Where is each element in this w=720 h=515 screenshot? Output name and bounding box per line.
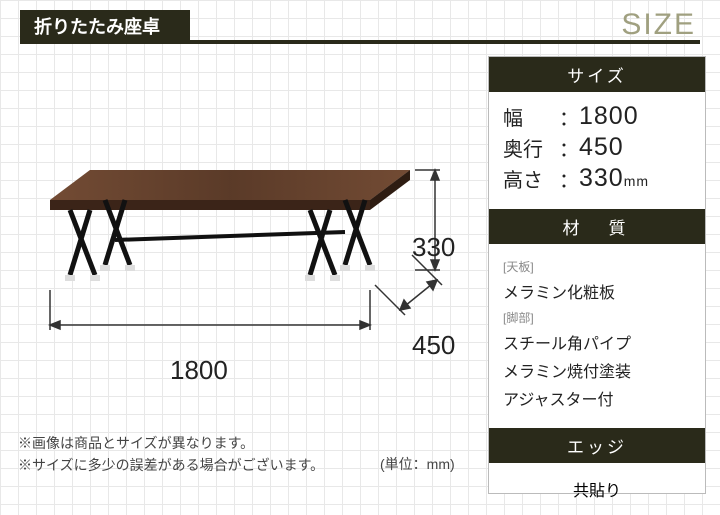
dim-width-value: 1800 [170, 355, 228, 386]
material-leg-2: メラミン焼付塗装 [503, 358, 695, 382]
value-height-unit: mm [624, 173, 649, 189]
size-spec: 幅 ： 1800 奥行 ： 450 高さ ： 330mm [489, 92, 705, 209]
dim-depth-value: 450 [412, 330, 455, 361]
panel-heading-material: 材 質 [489, 209, 705, 244]
unit-label: (単位：mm) [380, 454, 455, 474]
size-badge: SIZE [621, 8, 696, 42]
material-top: メラミン化粧板 [503, 279, 695, 303]
spec-row-depth: 奥行 ： 450 [503, 133, 695, 162]
spec-panel: サイズ 幅 ： 1800 奥行 ： 450 高さ ： 330mm 材 質 [天板… [488, 56, 706, 494]
material-spec: [天板] メラミン化粧板 [脚部] スチール角パイプ メラミン焼付塗装 アジャス… [489, 244, 705, 428]
panel-heading-size: サイズ [489, 57, 705, 92]
material-leg-3: アジャスター付 [503, 386, 695, 410]
material-leg-1: スチール角パイプ [503, 330, 695, 354]
value-height-num: 330 [579, 164, 624, 192]
label-height: 高さ [503, 164, 559, 193]
value-depth: 450 [579, 133, 624, 162]
colon: ： [559, 102, 579, 131]
spec-row-width: 幅 ： 1800 [503, 102, 695, 131]
dim-height-value: 330 [412, 232, 455, 263]
value-height: 330mm [579, 164, 649, 193]
colon: ： [559, 133, 579, 162]
title-underline [20, 40, 700, 44]
colon: ： [559, 164, 579, 193]
spec-row-height: 高さ ： 330mm [503, 164, 695, 193]
sub-leg: [脚部] [503, 309, 695, 326]
page-title: 折りたたみ座卓 [20, 10, 190, 42]
header: 折りたたみ座卓 SIZE [0, 10, 720, 40]
panel-heading-edge: エッジ [489, 428, 705, 463]
note-line-1: ※画像は商品とサイズが異なります。 [18, 432, 324, 454]
sub-top: [天板] [503, 258, 695, 275]
product-figure [10, 120, 450, 360]
edge-value: 共貼り [489, 463, 705, 515]
label-width: 幅 [503, 102, 559, 131]
value-width: 1800 [579, 102, 639, 131]
footnotes: ※画像は商品とサイズが異なります。 ※サイズに多少の誤差がある場合がございます。 [18, 432, 324, 477]
note-line-2: ※サイズに多少の誤差がある場合がございます。 [18, 454, 324, 476]
label-depth: 奥行 [503, 133, 559, 162]
